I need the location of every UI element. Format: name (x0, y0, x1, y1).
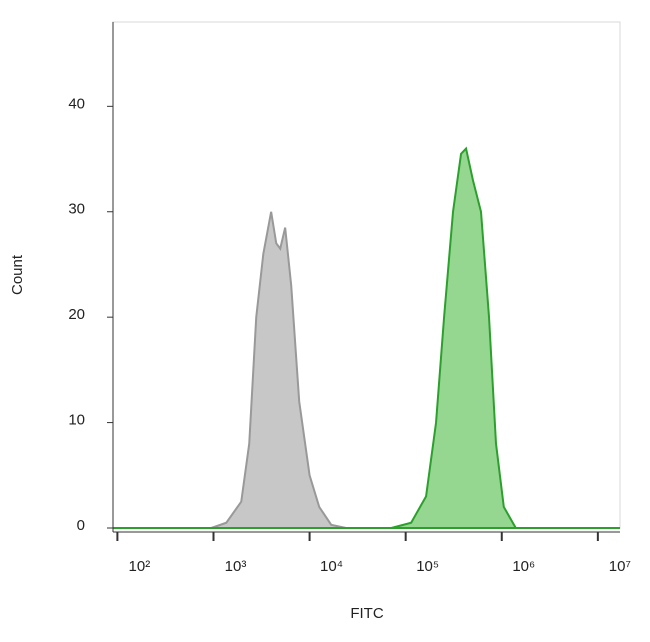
x-tick-label: 10⁵ (416, 558, 439, 575)
marks (210, 146, 517, 529)
area-fill (211, 211, 347, 528)
area-fill (391, 148, 516, 528)
y-tick-label: 40 (68, 95, 85, 112)
x-axis-label: FITC (350, 605, 383, 622)
area-outline (210, 211, 347, 529)
x-tick-label: 10⁶ (512, 558, 535, 575)
x-tick-label: 10⁴ (320, 558, 343, 575)
x-tick-label: 10³ (225, 558, 247, 575)
y-tick-label: 20 (68, 306, 85, 323)
plot-frame (112, 21, 621, 529)
area-outline (391, 146, 517, 529)
x-tick-label: 10⁷ (609, 558, 631, 575)
x-tick-label: 10² (129, 558, 151, 575)
y-tick-label: 10 (68, 412, 85, 429)
y-tick-label: 30 (68, 201, 85, 218)
y-tick-label: 0 (77, 517, 85, 534)
y-axis-label: Count (9, 254, 26, 295)
